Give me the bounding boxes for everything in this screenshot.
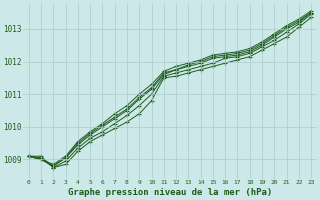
X-axis label: Graphe pression niveau de la mer (hPa): Graphe pression niveau de la mer (hPa)	[68, 188, 272, 197]
